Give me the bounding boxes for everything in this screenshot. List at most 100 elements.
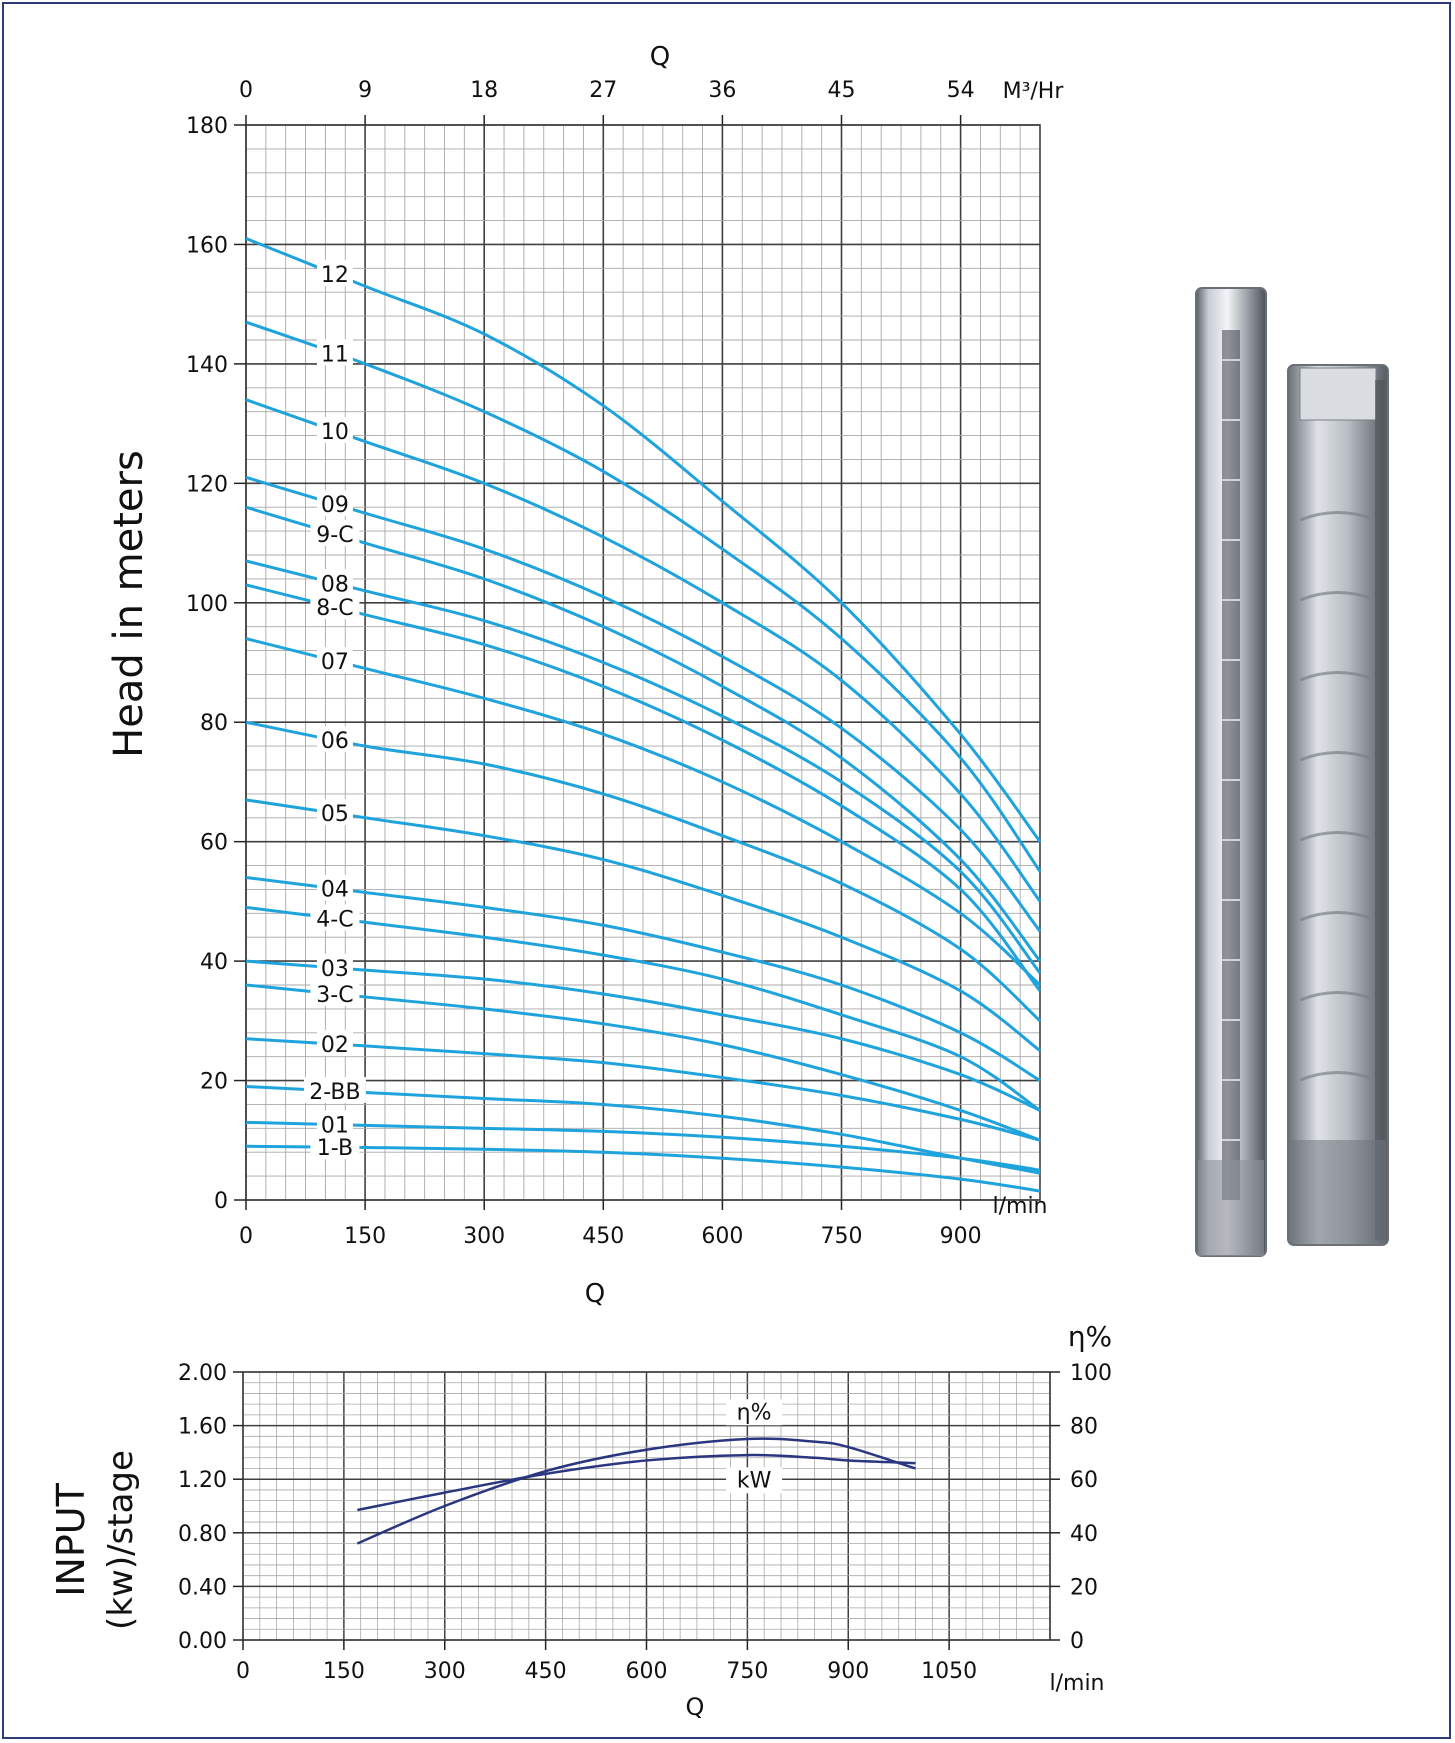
head-curve-04 — [245, 876, 1041, 1082]
y2-tick-label: 60 — [1070, 1468, 1098, 1493]
top-x-tick-label: 54 — [947, 78, 975, 103]
top-x-tick-label: 0 — [239, 78, 253, 103]
top-x-tick-label: 45 — [828, 78, 856, 103]
y-tick-label: 0.00 — [178, 1629, 227, 1654]
y-tick-label: 80 — [200, 711, 228, 736]
y-tick-label: 1.60 — [178, 1415, 227, 1440]
x-tick-label: 600 — [626, 1659, 668, 1684]
curve-label-11: 11 — [321, 342, 349, 367]
head-chart-grid — [245, 124, 1041, 1201]
head-curve-02 — [245, 1037, 1041, 1142]
curve-label-9-C: 9-C — [316, 523, 353, 548]
top-x-tick-label: 9 — [358, 78, 372, 103]
head-x-unit: l/min — [992, 1194, 1047, 1219]
y-tick-label: 2.00 — [178, 1361, 227, 1386]
x-tick-label: 450 — [525, 1659, 567, 1684]
input-chart-grid — [242, 1371, 1051, 1641]
y-tick-label: 140 — [186, 353, 228, 378]
head-curve-12 — [245, 237, 1042, 843]
curve-label-bg — [316, 416, 353, 443]
curve-label-03: 03 — [321, 957, 349, 982]
y-tick-label: 20 — [200, 1070, 228, 1095]
y-tick-label: 40 — [200, 950, 228, 975]
head-y-axis-title: Head in meters — [106, 450, 152, 758]
y-tick-label: 120 — [186, 472, 228, 497]
curve-label-08: 08 — [321, 572, 349, 597]
curve-label-bg — [310, 1133, 360, 1160]
head-curve-4-C — [245, 905, 1041, 1112]
head-curve-1-B — [245, 1144, 1041, 1193]
top-x-tick-label: 18 — [470, 78, 498, 103]
curve-label-12: 12 — [321, 263, 349, 288]
head-curve-11 — [245, 320, 1042, 873]
head-curve-05 — [245, 798, 1041, 1052]
x-tick-label: 0 — [239, 1224, 253, 1249]
head-curves: 121110099-C088-C070605044-C033-C022-BB01… — [245, 237, 1042, 1193]
input-curve-efficiency — [356, 1437, 916, 1545]
x-tick-label: 150 — [344, 1224, 386, 1249]
curve-label-bg — [310, 593, 360, 620]
x-tick-label: 450 — [582, 1224, 624, 1249]
curve-label-bg — [316, 953, 353, 980]
curve-label-02: 02 — [321, 1033, 349, 1058]
curve-label-kw: kW — [737, 1468, 772, 1493]
curve-label-06: 06 — [321, 729, 349, 754]
curve-label-bg — [316, 799, 353, 826]
head-curve-2-BB — [245, 1085, 1041, 1175]
curve-label-bg — [310, 979, 360, 1006]
input-x-axis-title: Q — [686, 1693, 705, 1721]
x-tick-label: 600 — [701, 1224, 743, 1249]
head-x-axis-title: Q — [585, 1279, 605, 1309]
x-tick-label: 900 — [940, 1224, 982, 1249]
y2-tick-label: 100 — [1070, 1361, 1112, 1386]
x-tick-label: 750 — [726, 1659, 768, 1684]
curve-label-bg — [316, 1110, 353, 1137]
y-tick-label: 180 — [186, 114, 228, 139]
x-tick-label: 1050 — [921, 1659, 977, 1684]
x-tick-label: 900 — [827, 1659, 869, 1684]
y2-tick-label: 0 — [1070, 1629, 1084, 1654]
y-tick-label: 1.20 — [178, 1468, 227, 1493]
curve-label-bg — [316, 260, 353, 287]
curve-label-bg — [310, 904, 360, 931]
curve-label-2-BB: 2-BB — [309, 1080, 360, 1105]
submersible-pump-image — [1195, 287, 1389, 1257]
y-tick-label: 100 — [186, 592, 228, 617]
top-x-tick-label: 36 — [708, 78, 736, 103]
curve-label-bg — [726, 1399, 783, 1426]
head-curve-06 — [245, 720, 1042, 1022]
curve-label-bg — [316, 490, 353, 517]
input-curves: η% kW — [356, 1399, 916, 1545]
head-curve-08 — [245, 559, 1042, 974]
y-tick-label: 160 — [186, 233, 228, 258]
head-plot-border — [245, 124, 1041, 1201]
y2-tick-label: 20 — [1070, 1575, 1098, 1600]
input-y-axis-title-line2: (kw)/stage — [101, 1450, 141, 1630]
x-tick-label: 150 — [323, 1659, 365, 1684]
head-curve-10 — [245, 398, 1042, 903]
curve-label-07: 07 — [321, 650, 349, 675]
head-curve-8-C — [245, 583, 1042, 992]
head-top-axis-title: Q — [650, 42, 670, 72]
head-curve-3-C — [245, 983, 1041, 1142]
curve-label-09: 09 — [321, 493, 349, 518]
y2-tick-label: 80 — [1070, 1415, 1098, 1440]
curve-label-efficiency: η% — [737, 1400, 772, 1425]
input-x-unit: l/min — [1049, 1671, 1104, 1696]
input-y2-axis-title: η% — [1068, 1320, 1112, 1353]
y-tick-label: 0.40 — [178, 1575, 227, 1600]
head-curve-07 — [245, 637, 1042, 987]
curve-label-04: 04 — [321, 878, 349, 903]
curve-label-bg — [316, 874, 353, 901]
curve-label-bg — [316, 339, 353, 366]
head-top-unit: M³/Hr — [1003, 79, 1065, 104]
curve-label-bg — [316, 646, 353, 673]
curve-label-bg — [310, 519, 360, 546]
input-y-axis-title-line1: INPUT — [49, 1482, 93, 1596]
head-curve-01 — [245, 1120, 1041, 1172]
x-tick-label: 300 — [463, 1224, 505, 1249]
y-tick-label: 0.80 — [178, 1522, 227, 1547]
